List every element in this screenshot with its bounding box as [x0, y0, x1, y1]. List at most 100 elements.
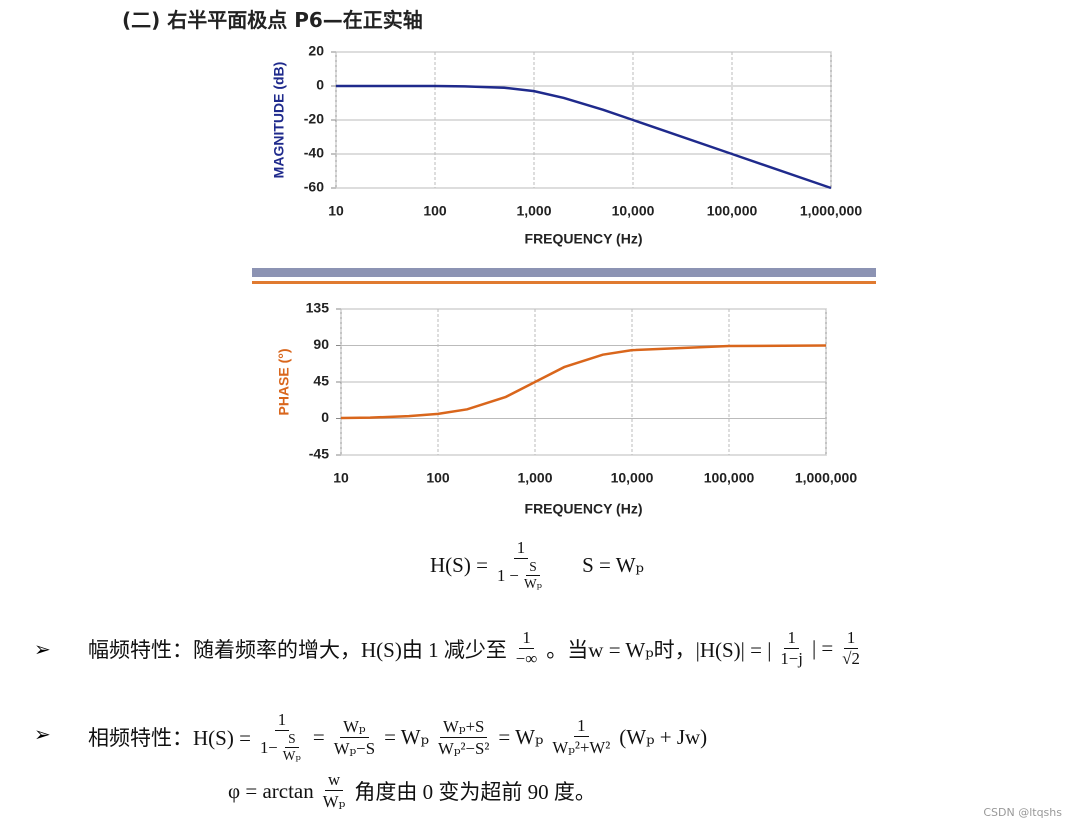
num: S: [526, 559, 540, 576]
phase-text: 相频特性：H(S) = 1 1− S Wₚ = Wₚ Wₚ−S = Wₚ Wₚ+S Wₚ²−S² = …: [88, 710, 707, 764]
x-tick-label: 10,000: [612, 203, 655, 219]
y-tick-label: 0: [321, 409, 329, 425]
math-text: S: [529, 559, 537, 574]
den: Wₚ: [521, 576, 545, 592]
x-axis-title: FREQUENCY (Hz): [525, 501, 643, 517]
math-text: 1: [577, 716, 586, 735]
math-text: Wₚ: [322, 792, 346, 811]
math-text: 1: [522, 628, 531, 647]
data-line: [340, 344, 827, 420]
den: 1− S Wₚ: [257, 731, 307, 764]
math-text: Wₚ+S: [443, 716, 485, 736]
math-text: 幅频特性：随着频率的增大，H(S)由 1 减少至: [88, 637, 507, 662]
x-tick-label: 10,000: [611, 470, 654, 486]
y-tick-label: 0: [316, 77, 324, 93]
math-text: (Wₚ + Jw): [619, 724, 708, 749]
frac: w Wₚ: [320, 770, 349, 812]
math-text: = Wₚ: [384, 724, 429, 749]
math-text: Wₚ−S: [333, 738, 376, 758]
formula: H(S) = 1 1 − S Wₚ S = Wₚ: [430, 538, 644, 592]
frac: S Wₚ: [280, 731, 304, 764]
math-text: 1: [277, 710, 287, 729]
heading: (二) 右半平面极点 P6—在正实轴: [122, 8, 423, 32]
math-text: 1: [846, 628, 856, 647]
math-text: 1 −: [496, 565, 519, 585]
num: 1: [574, 716, 589, 737]
math-text: √2: [842, 649, 860, 668]
math-text: 相频特性：H(S) =: [88, 726, 251, 750]
den: 1−j: [777, 649, 806, 669]
amplitude-text: 幅频特性：随着频率的增大，H(S)由 1 减少至 1 −∞ 。当w = Wₚ时，|H(…: [88, 628, 863, 669]
x-tick-label: 100,000: [704, 470, 755, 486]
num: 1: [784, 628, 799, 649]
num: Wₚ: [340, 716, 369, 738]
math-text: 。当w = Wₚ时，|H(S)| = |: [546, 637, 772, 662]
x-tick-label: 100: [423, 203, 447, 219]
x-tick-label: 1,000: [517, 470, 552, 486]
math-text: | =: [811, 636, 834, 660]
y-tick-label: -60: [304, 179, 324, 195]
frac: Wₚ Wₚ−S: [331, 716, 378, 759]
math-text: Wₚ²+W²: [552, 738, 611, 757]
math-text: −∞: [515, 649, 538, 668]
y-tick-label: -45: [309, 446, 329, 462]
den: √2: [839, 649, 863, 669]
separator: [252, 268, 876, 277]
math-text: φ = arctan: [228, 778, 314, 803]
x-tick-label: 1,000,000: [800, 203, 862, 219]
den: Wₚ²+W²: [549, 737, 613, 758]
den: −∞: [513, 649, 540, 669]
math-text: S = Wₚ: [582, 552, 644, 577]
y-tick-label: -40: [304, 145, 324, 161]
frac: 1 Wₚ²+W²: [549, 716, 613, 758]
x-tick-label: 1,000,000: [795, 470, 857, 486]
x-tick-label: 1,000: [516, 203, 551, 219]
den: Wₚ−S: [331, 738, 378, 759]
den: Wₚ: [320, 791, 349, 812]
frac: Wₚ+S Wₚ²−S²: [435, 716, 492, 759]
math-text: 1−: [259, 737, 278, 757]
num: w: [324, 770, 344, 791]
frac: 1 −∞: [513, 628, 540, 669]
math-text: Wₚ: [524, 576, 543, 591]
math-text: 1−j: [780, 649, 803, 668]
math-text: 1: [516, 538, 526, 557]
bullet: ➢: [34, 639, 51, 661]
separator: [252, 281, 876, 284]
x-tick-label: 100,000: [707, 203, 758, 219]
frac: 1 1− S Wₚ: [257, 710, 307, 764]
den: Wₚ²−S²: [435, 738, 492, 759]
math-text: 角度由 0 变为超前 90 度。: [354, 780, 596, 804]
math-text: Wₚ²−S²: [438, 738, 490, 758]
y-tick-label: 20: [308, 43, 324, 59]
math-text: = Wₚ: [498, 724, 544, 749]
num: 1: [519, 628, 534, 649]
bullet: ➢: [34, 724, 51, 746]
math-text: =: [312, 724, 325, 749]
y-axis-title: PHASE (°): [276, 348, 292, 415]
y-tick-label: 135: [306, 300, 330, 316]
x-tick-label: 10: [328, 203, 344, 219]
y-tick-label: 45: [313, 373, 329, 389]
x-tick-label: 100: [426, 470, 450, 486]
frac: S Wₚ: [521, 559, 545, 592]
phase-formula: φ = arctan w Wₚ 角度由 0 变为超前 90 度。: [228, 770, 596, 812]
math-text: w: [327, 770, 341, 789]
den: Wₚ: [280, 748, 304, 764]
num: 1: [274, 710, 290, 731]
num: 1: [513, 538, 529, 559]
den: 1 − S Wₚ: [494, 559, 548, 592]
x-tick-label: 10: [333, 470, 349, 486]
watermark: CSDN @ltqshs: [983, 806, 1062, 819]
num: Wₚ+S: [440, 716, 488, 738]
y-tick-label: 90: [313, 336, 329, 352]
math-text: H(S) =: [430, 552, 488, 577]
y-axis-title: MAGNITUDE (dB): [271, 62, 287, 179]
frac: 1 1−j: [777, 628, 806, 669]
math-text: Wₚ: [343, 716, 366, 736]
math-text: 1: [787, 628, 796, 647]
math-text: S: [288, 731, 296, 746]
frac: 1 √2: [839, 628, 863, 669]
